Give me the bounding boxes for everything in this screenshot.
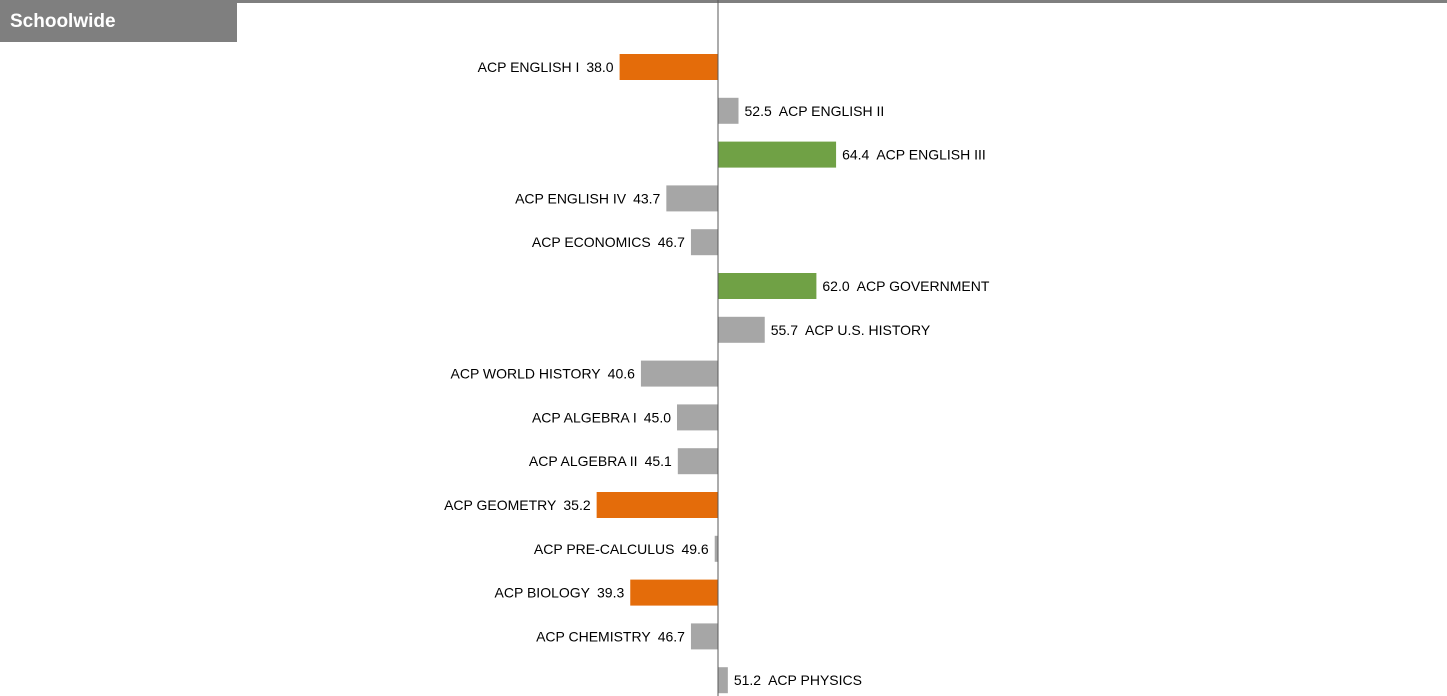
value-label: 64.4 [842, 146, 869, 162]
bar-label: ACP GEOMETRY 35.2 [444, 497, 591, 513]
value-label: 45.1 [645, 453, 672, 469]
value-label: 49.6 [681, 541, 708, 557]
value-label: 51.2 [734, 672, 761, 688]
bar [630, 579, 718, 606]
category-label: ACP ENGLISH II [779, 103, 885, 119]
bar [690, 229, 718, 256]
bar [718, 97, 739, 124]
value-label: 40.6 [608, 365, 635, 381]
bar-label: 51.2 ACP PHYSICS [734, 672, 862, 688]
value-label: 46.7 [658, 628, 685, 644]
category-label: ACP PRE-CALCULUS [534, 541, 675, 557]
bar-label: ACP CHEMISTRY 46.7 [536, 628, 685, 644]
category-label: ACP ALGEBRA I [532, 409, 637, 425]
bar-label: ACP ALGEBRA I 45.0 [532, 409, 671, 425]
bar-label: ACP ENGLISH I 38.0 [478, 59, 614, 75]
category-label: ACP GEOMETRY [444, 497, 557, 513]
bar-label: ACP ALGEBRA II 45.1 [529, 453, 672, 469]
category-label: ACP PHYSICS [768, 672, 862, 688]
title-box [0, 0, 237, 42]
bar-label: ACP WORLD HISTORY 40.6 [451, 365, 636, 381]
category-label: ACP ECONOMICS [532, 234, 651, 250]
bar-label: 52.5 ACP ENGLISH II [745, 103, 885, 119]
category-label: ACP CHEMISTRY [536, 628, 651, 644]
category-label: ACP ALGEBRA II [529, 453, 638, 469]
bar [690, 623, 718, 650]
chart-title: Schoolwide [10, 11, 116, 32]
header-rule [0, 0, 1447, 3]
bar [714, 535, 718, 562]
value-label: 52.5 [745, 103, 772, 119]
value-label: 55.7 [771, 322, 798, 338]
value-label: 46.7 [658, 234, 685, 250]
value-label: 62.0 [822, 278, 849, 294]
value-label: 39.3 [597, 584, 624, 600]
category-label: ACP ENGLISH I [478, 59, 580, 75]
category-label: ACP ENGLISH IV [515, 190, 627, 206]
bar-label: 64.4 ACP ENGLISH III [842, 146, 986, 162]
bar [677, 448, 718, 475]
bar [640, 360, 718, 387]
category-label: ACP U.S. HISTORY [805, 322, 931, 338]
bar-label: ACP ENGLISH IV 43.7 [515, 190, 660, 206]
value-label: 35.2 [563, 497, 590, 513]
value-label: 38.0 [586, 59, 613, 75]
bar [677, 404, 718, 431]
category-label: ACP GOVERNMENT [857, 278, 990, 294]
bar-label: ACP ECONOMICS 46.7 [532, 234, 685, 250]
category-label: ACP BIOLOGY [495, 584, 591, 600]
bar-label: 55.7 ACP U.S. HISTORY [771, 322, 931, 338]
bar [666, 185, 718, 212]
bar-label: ACP BIOLOGY 39.3 [495, 584, 625, 600]
bar-label: ACP PRE-CALCULUS 49.6 [534, 541, 709, 557]
bar [718, 667, 728, 694]
value-label: 43.7 [633, 190, 660, 206]
bar [718, 316, 765, 343]
bar-label: 62.0 ACP GOVERNMENT [822, 278, 989, 294]
category-label: ACP ENGLISH III [876, 146, 985, 162]
bar [718, 141, 837, 168]
value-label: 45.0 [644, 409, 671, 425]
bar [596, 492, 718, 518]
bar [718, 273, 817, 299]
bar [619, 54, 718, 80]
category-label: ACP WORLD HISTORY [451, 365, 602, 381]
